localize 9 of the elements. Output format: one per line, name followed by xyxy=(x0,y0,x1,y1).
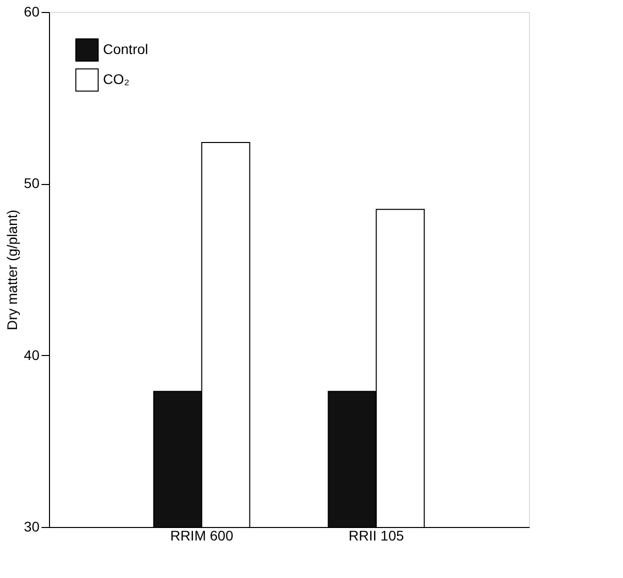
legend-label: Control xyxy=(103,41,148,57)
y-tick-label: 50 xyxy=(24,175,40,192)
y-axis-title: Dry matter (g/plant) xyxy=(4,210,20,330)
legend-label: CO₂ xyxy=(103,71,130,87)
y-tick-label: 30 xyxy=(24,518,40,534)
y-tick-label: 60 xyxy=(24,4,40,20)
x-tick-label: RRII 105 xyxy=(348,528,404,544)
y-tick-label: 40 xyxy=(24,346,40,363)
x-tick-label: RRIM 600 xyxy=(170,528,234,544)
